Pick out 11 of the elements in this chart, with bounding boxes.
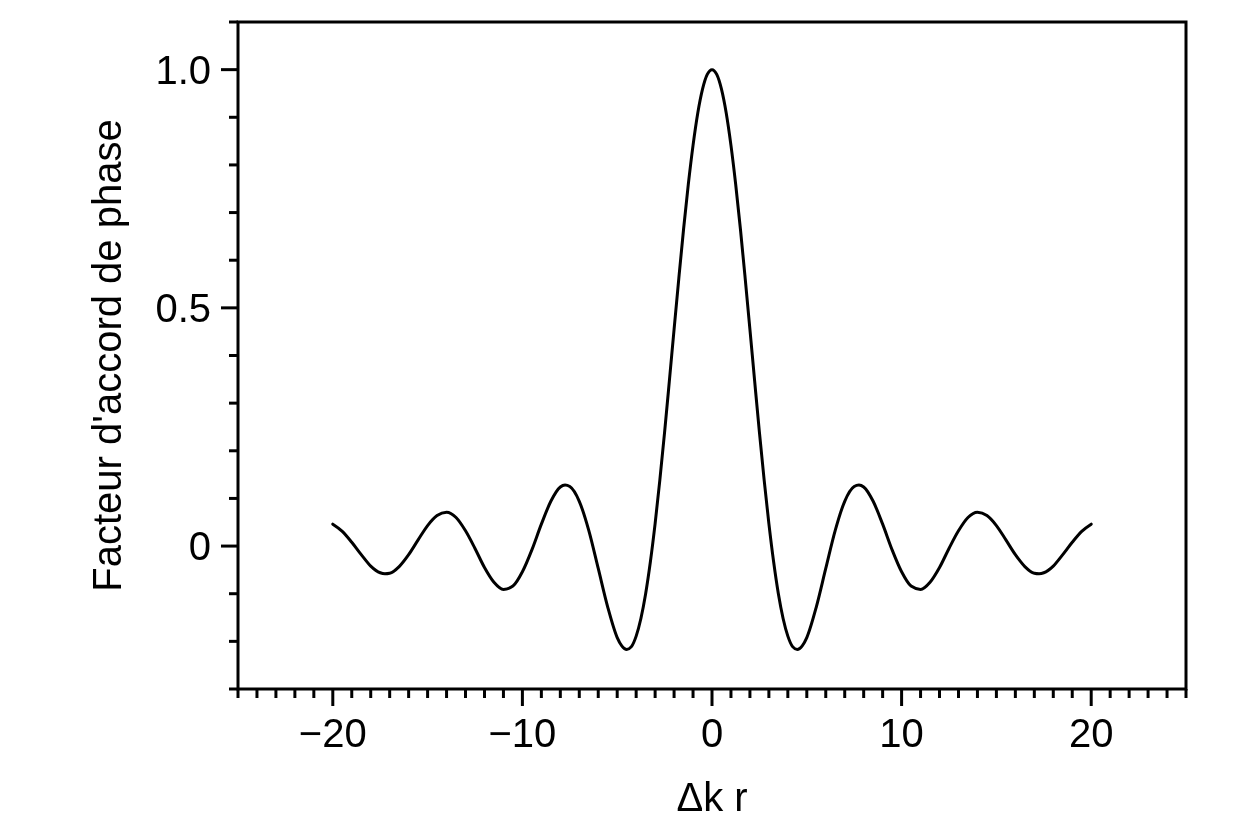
y-tick-label: 1.0	[155, 47, 211, 92]
line-series	[331, 68, 1093, 651]
y-axis-title: Facteur d'accord de phase	[85, 119, 129, 592]
x-tick-label: 10	[879, 711, 924, 755]
x-axis-title: Δk r	[676, 775, 748, 819]
y-tick-label: 0	[188, 524, 211, 569]
x-tick-label: 20	[1068, 711, 1114, 755]
x-tick-label: −20	[298, 711, 367, 755]
y-tick-label: 0.5	[155, 285, 211, 330]
x-tick-label: 0	[700, 711, 724, 755]
x-tick-label: −10	[488, 711, 557, 755]
